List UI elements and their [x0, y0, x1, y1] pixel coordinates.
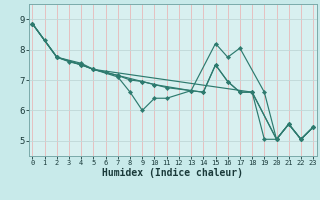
- X-axis label: Humidex (Indice chaleur): Humidex (Indice chaleur): [102, 168, 243, 178]
